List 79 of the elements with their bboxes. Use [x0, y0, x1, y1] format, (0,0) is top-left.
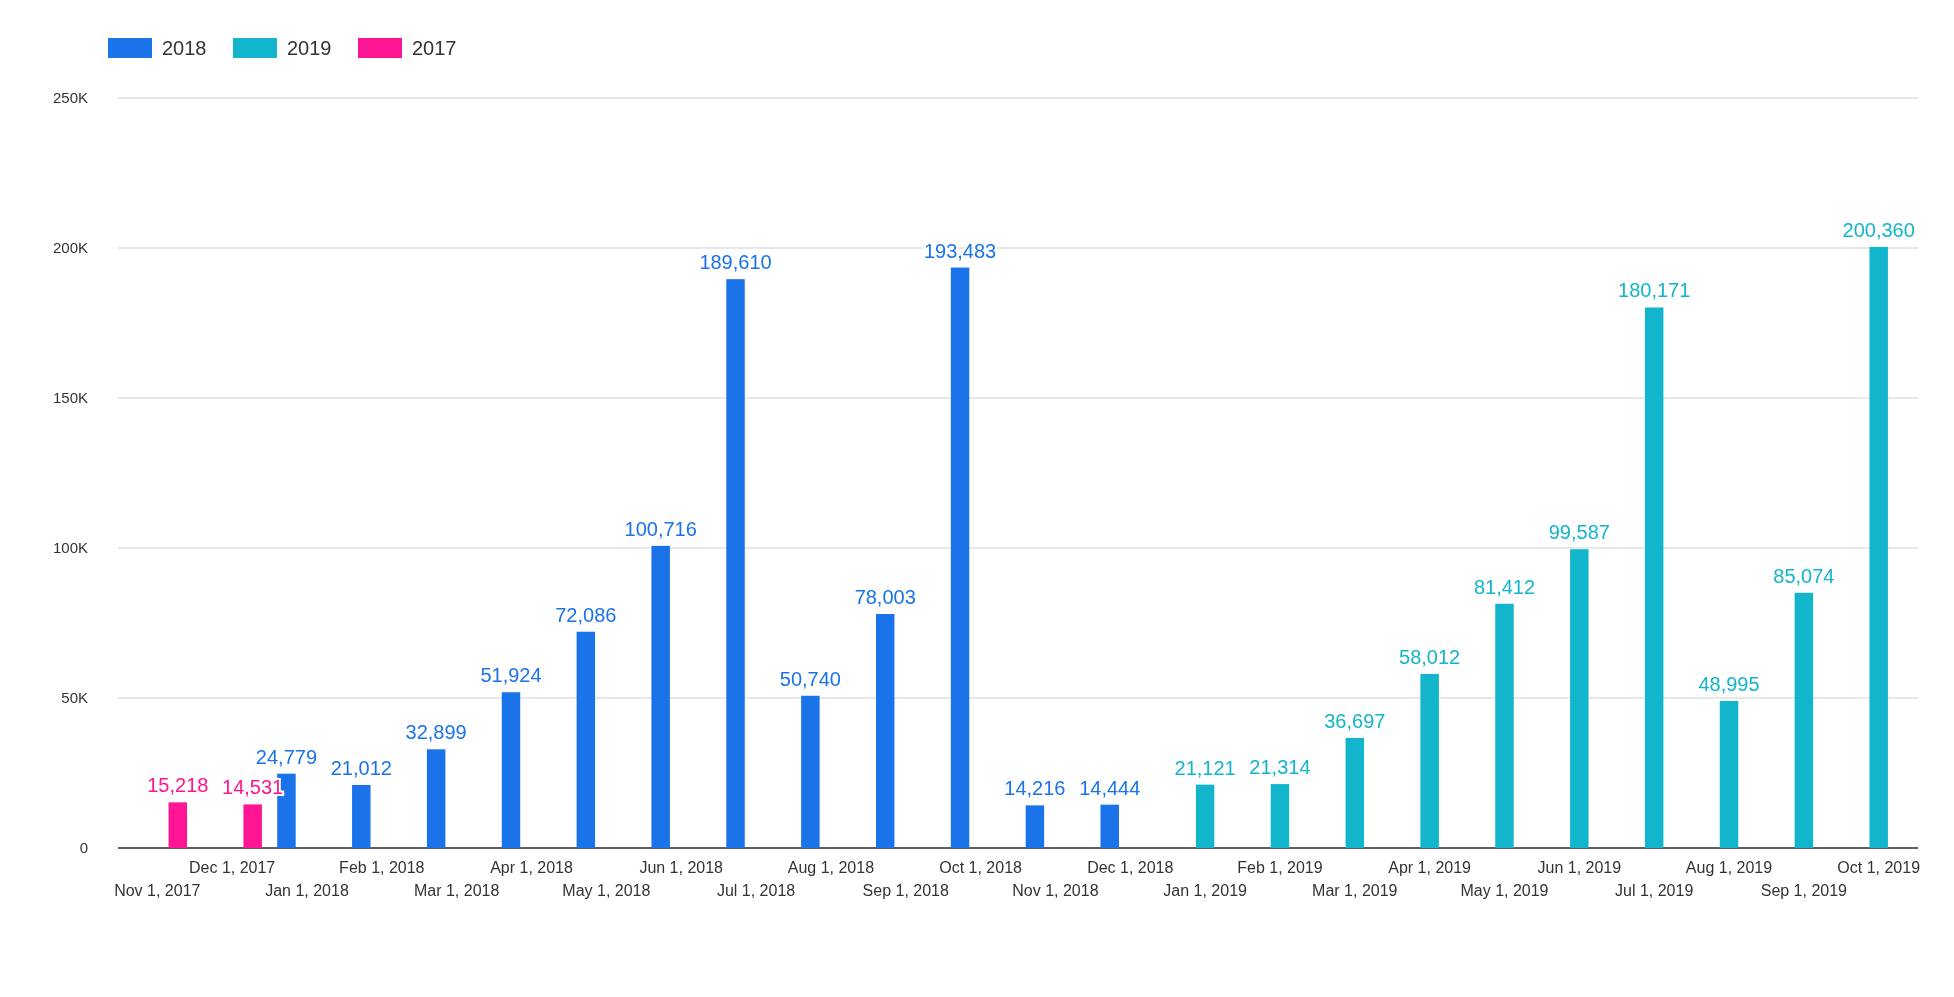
data-label: 85,074	[1773, 564, 1835, 587]
bar	[1644, 307, 1664, 848]
data-label: 15,218	[147, 774, 209, 797]
x-tick-label: Mar 1, 2018	[413, 882, 500, 899]
x-tick-label: May 1, 2018	[562, 882, 651, 899]
x-tick-label: May 1, 2019	[1460, 882, 1549, 899]
x-tick-label: Sep 1, 2018	[862, 882, 949, 899]
legend-label: 2017	[412, 37, 457, 59]
data-label: 32,899	[405, 721, 467, 744]
bar	[1495, 603, 1514, 848]
bar	[501, 692, 521, 848]
x-tick-label: Apr 1, 2019	[1388, 859, 1472, 876]
x-tick-label: Aug 1, 2019	[1685, 859, 1773, 876]
x-tick-label: Feb 1, 2019	[1237, 859, 1323, 876]
data-label: 21,012	[330, 756, 392, 779]
y-tick-label: 200K	[52, 239, 88, 257]
x-tick-label: Dec 1, 2018	[1087, 859, 1174, 876]
bar	[1195, 784, 1215, 848]
bar	[1869, 246, 1888, 848]
x-tick-label: Jun 1, 2019	[1537, 859, 1622, 876]
data-label: 99,587	[1548, 521, 1610, 544]
bar	[426, 749, 446, 848]
x-tick-label: Jul 1, 2018	[716, 882, 796, 899]
x-tick-label: Nov 1, 2018	[1012, 882, 1099, 899]
bar	[576, 631, 596, 848]
data-label: 50,740	[779, 667, 841, 690]
bar	[1420, 673, 1439, 848]
x-tick-label: Nov 1, 2017	[114, 882, 201, 899]
bar	[1025, 805, 1045, 848]
legend-label: 2018	[162, 37, 207, 59]
data-label: 193,483	[923, 239, 997, 262]
legend-label: 2019	[287, 37, 332, 59]
bar	[1270, 784, 1290, 848]
y-tick-label: 100K	[52, 539, 88, 557]
bar	[168, 802, 188, 848]
x-tick-label: Jul 1, 2019	[1615, 882, 1694, 899]
data-label: 48,995	[1698, 673, 1760, 696]
y-tick-label: 0	[79, 839, 88, 857]
data-label: 100,716	[624, 517, 697, 540]
x-tick-label: Mar 1, 2019	[1312, 882, 1398, 899]
x-tick-label: Aug 1, 2018	[787, 859, 875, 876]
x-tick-label: Jan 1, 2018	[265, 882, 349, 899]
bar	[352, 784, 371, 848]
x-tick-label: Oct 1, 2018	[939, 859, 1023, 876]
bar	[1100, 804, 1119, 848]
x-tick-label: Dec 1, 2017	[189, 859, 276, 876]
bar	[1345, 737, 1365, 848]
y-tick-label: 50K	[61, 689, 88, 707]
data-label: 78,003	[854, 585, 916, 608]
x-tick-label: Jun 1, 2018	[639, 859, 724, 876]
y-tick-label: 150K	[52, 389, 88, 407]
data-label: 51,924	[480, 664, 542, 687]
data-label: 24,779	[255, 745, 318, 768]
bar	[1570, 549, 1589, 848]
data-label: 21,314	[1249, 756, 1311, 779]
bar	[726, 279, 745, 848]
data-label: 58,012	[1399, 645, 1461, 668]
bar	[1719, 701, 1739, 848]
data-label: 189,610	[699, 251, 772, 274]
data-label: 81,412	[1473, 575, 1536, 598]
data-label: 72,086	[555, 603, 617, 626]
bar	[651, 545, 670, 848]
data-label: 36,697	[1324, 709, 1386, 732]
x-tick-label: Oct 1, 2019	[1837, 859, 1921, 876]
data-label: 14,216	[1004, 777, 1066, 800]
x-tick-label: Jan 1, 2019	[1163, 882, 1248, 899]
data-label: 200,360	[1842, 218, 1915, 241]
x-tick-label: Sep 1, 2019	[1760, 882, 1848, 899]
x-tick-label: Apr 1, 2018	[490, 859, 573, 876]
data-label: 180,171	[1618, 279, 1691, 302]
bar	[243, 804, 262, 848]
x-tick-label: Feb 1, 2018	[339, 859, 425, 876]
bar	[950, 267, 970, 848]
bar	[1794, 592, 1814, 848]
data-label: 14,444	[1079, 776, 1141, 799]
data-label: 21,121	[1174, 756, 1236, 779]
bar	[801, 695, 820, 848]
y-tick-label: 250K	[52, 89, 88, 107]
bar	[875, 613, 895, 848]
